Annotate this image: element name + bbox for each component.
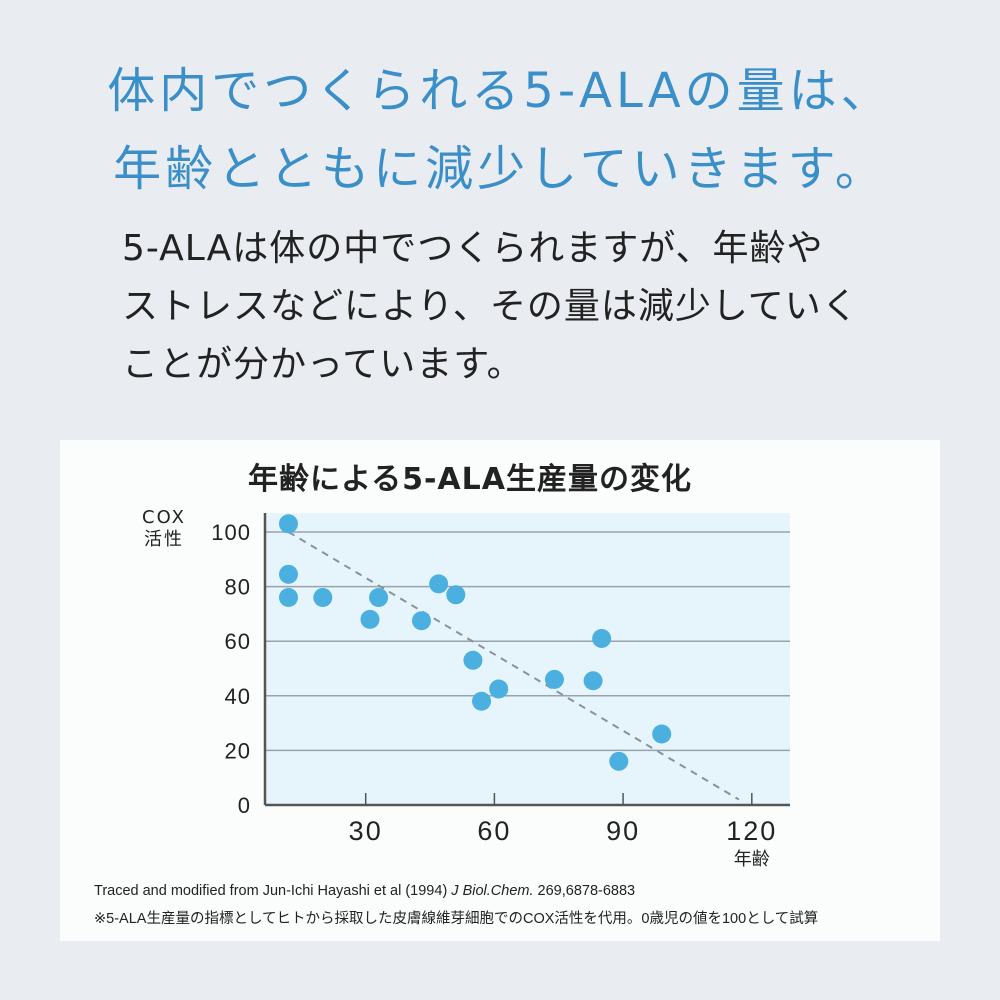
lead-line-3: ことが分かっています。 bbox=[122, 344, 524, 385]
data-point bbox=[592, 628, 612, 648]
data-point bbox=[411, 611, 431, 631]
x-tick-label: 30 bbox=[349, 816, 383, 846]
data-point bbox=[429, 574, 449, 594]
data-point bbox=[472, 691, 492, 711]
chart-title: 年齢による5-ALA生産量の変化 bbox=[248, 462, 692, 497]
data-point bbox=[489, 679, 509, 699]
x-tick-label: 120 bbox=[726, 816, 777, 846]
x-tick-label: 60 bbox=[477, 816, 511, 846]
data-point bbox=[652, 724, 672, 744]
data-point bbox=[583, 671, 603, 691]
y-axis-label: COX 活性 bbox=[142, 507, 186, 551]
source-text: Traced and modified from Jun-Ichi Hayash… bbox=[94, 883, 452, 899]
source-citation: Traced and modified from Jun-Ichi Hayash… bbox=[94, 883, 635, 899]
y-tick-label: 60 bbox=[225, 629, 251, 654]
data-point bbox=[609, 751, 629, 771]
plot-area bbox=[265, 513, 790, 805]
source-pages: 269,6878-6883 bbox=[533, 883, 636, 899]
y-axis-label-line-2: 活性 bbox=[143, 529, 184, 550]
x-tick-label: 90 bbox=[606, 816, 640, 846]
lead-line-1: 5-ALAは体の中でつくられますが、年齢や bbox=[122, 228, 824, 269]
x-axis-label: 年齢 bbox=[734, 849, 770, 870]
data-point bbox=[544, 669, 564, 689]
data-point bbox=[278, 564, 298, 584]
y-tick-label: 20 bbox=[225, 738, 251, 763]
data-point bbox=[369, 588, 389, 608]
data-point bbox=[446, 585, 466, 605]
source-journal: J Biol.Chem. bbox=[451, 883, 534, 899]
data-point bbox=[278, 588, 298, 608]
lead-paragraph: 5-ALAは体の中でつくられますが、年齢や ストレスなどにより、その量は減少して… bbox=[122, 220, 902, 394]
lead-line-2: ストレスなどにより、その量は減少していく bbox=[122, 286, 859, 327]
data-point bbox=[360, 609, 380, 629]
chart-panel: 年齢による5-ALA生産量の変化 COX 活性 0 20 40 60 80 100 30 60… bbox=[60, 440, 940, 941]
scatter-plot: 0 20 40 60 80 100 30 60 90 120 年齢 bbox=[211, 513, 790, 870]
y-tick-label: 0 bbox=[238, 793, 251, 818]
y-axis-label-line-1: COX bbox=[142, 507, 186, 528]
data-point bbox=[313, 588, 333, 608]
data-point bbox=[278, 514, 298, 534]
headline: 体内でつくられる5-ALAの量は、 年齢とともに減少していきます。 bbox=[0, 52, 1000, 208]
y-tick-label: 100 bbox=[211, 520, 251, 545]
footnote: ※5-ALA生産量の指標としてヒトから採取した皮膚線維芽細胞でのCOX活性を代用… bbox=[94, 911, 819, 927]
trend-line bbox=[287, 531, 740, 801]
y-tick-label: 80 bbox=[225, 575, 251, 600]
headline-line-2: 年齢とともに減少していきます。 bbox=[113, 141, 887, 197]
data-point bbox=[463, 650, 483, 670]
headline-line-1: 体内でつくられる5-ALAの量は、 bbox=[107, 63, 893, 119]
y-tick-label: 40 bbox=[225, 684, 251, 709]
